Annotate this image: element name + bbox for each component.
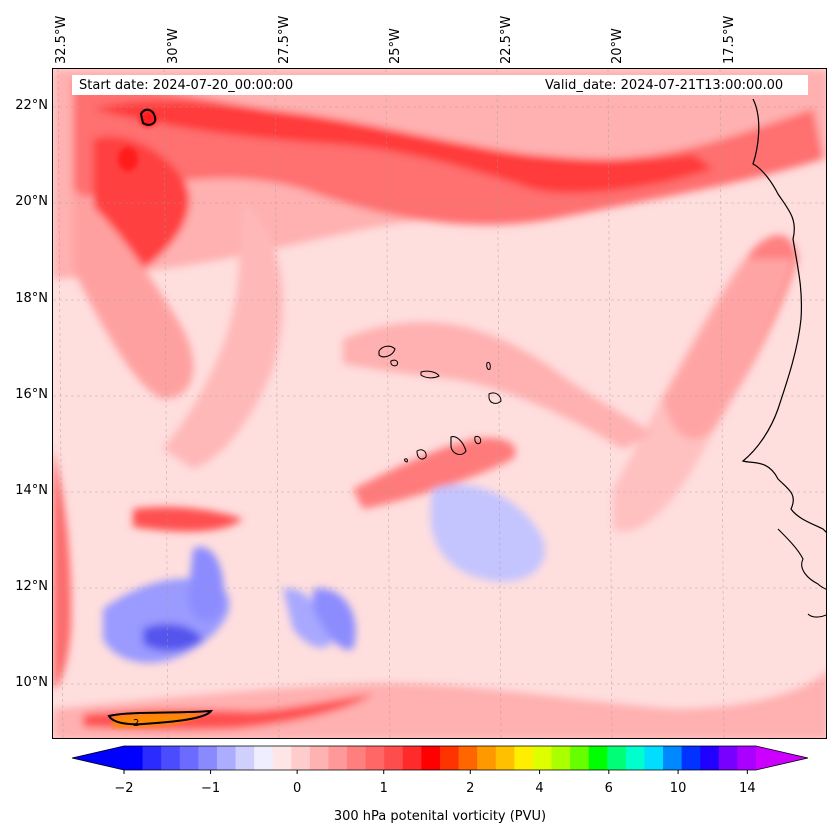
colorbar-segment	[421, 746, 441, 770]
pv-negative-southwest-core	[143, 623, 203, 651]
map-panel: 2	[52, 68, 827, 739]
colorbar-segment	[551, 746, 571, 770]
colorbar-over-arrow	[756, 746, 808, 770]
colorbar-tick-label: 14	[739, 781, 756, 796]
island-sao-vicente	[390, 359, 398, 367]
pv-negative-stripe-3	[313, 588, 356, 650]
lon-label-25w: 25°W	[388, 28, 403, 64]
pv-band-central	[343, 322, 653, 449]
colorbar-segment	[514, 746, 534, 770]
colorbar-segment	[216, 746, 237, 770]
colorbar-segment	[644, 746, 664, 770]
lat-label-22n: 22°N	[15, 98, 48, 113]
lat-label-18n: 18°N	[15, 291, 48, 306]
colorbar-under-arrow	[72, 746, 124, 770]
colorbar-segment	[291, 746, 311, 770]
pv-band-mid-left	[163, 199, 283, 469]
colorbar-tick-label: 4	[535, 781, 544, 796]
colorbar-tick-label: −2	[114, 781, 134, 796]
lon-label-27-5w: 27.5°W	[277, 15, 292, 64]
colorbar-segment	[458, 746, 478, 770]
contour-2pvu-south	[107, 709, 214, 726]
colorbar-segment	[309, 746, 329, 770]
lat-label-16n: 16°N	[15, 387, 48, 402]
pv-band-left-tail	[73, 189, 194, 399]
pv-negative-stripe-2	[283, 588, 333, 648]
pv-negative-center	[430, 484, 545, 582]
lon-label-22-5w: 22.5°W	[499, 15, 514, 64]
colorbar-segment	[402, 746, 422, 770]
colorbar-segment	[384, 746, 404, 770]
west-africa-coast-detail	[777, 528, 826, 618]
island-sao-nicolau	[420, 370, 440, 379]
colorbar-segment	[495, 746, 515, 770]
start-date-text: Start date: 2024-07-20_00:00:00	[79, 78, 294, 93]
colorbar-segment	[272, 746, 292, 770]
lon-label-20w: 20°W	[610, 28, 625, 64]
island-brava	[404, 458, 408, 463]
pv-band-north-strong	[93, 101, 713, 193]
colorbar-segment	[532, 746, 553, 770]
pv-negative-stripe-1	[188, 547, 224, 622]
pv-band-left-edge	[53, 449, 72, 689]
island-maio	[474, 436, 482, 445]
colorbar-tick-label: 2	[466, 781, 475, 796]
colorbar	[71, 745, 809, 774]
colorbar-segment	[142, 746, 162, 770]
lon-label-30w: 30°W	[166, 28, 181, 64]
lat-label-14n: 14°N	[15, 483, 48, 498]
colorbar-segment	[477, 746, 497, 770]
pv-band-west-mid	[133, 507, 243, 532]
colorbar-segment	[365, 746, 385, 770]
colorbar-tick-label: 0	[293, 781, 302, 796]
colorbar-segment	[161, 746, 181, 770]
colorbar-segment	[124, 746, 144, 770]
colorbar-segment	[718, 746, 738, 770]
colorbar-segment	[700, 746, 720, 770]
contour-label: 2	[133, 718, 139, 729]
colorbar-segment	[681, 746, 701, 770]
colorbar-segment	[328, 746, 348, 770]
contour-2pvu-north	[139, 108, 157, 126]
colorbar-segment	[254, 746, 274, 770]
lon-label-32-5w: 32.5°W	[54, 15, 69, 64]
africa-coastline	[741, 98, 826, 533]
gridlines	[53, 69, 826, 738]
colorbar-segment	[347, 746, 367, 770]
colorbar-segment	[570, 746, 590, 770]
colorbar-segment	[625, 746, 645, 770]
island-santiago	[450, 436, 467, 456]
lat-label-20n: 20°N	[15, 194, 48, 209]
pv-band-east-diagonal-outer	[613, 259, 793, 532]
lat-label-12n: 12°N	[15, 579, 48, 594]
colorbar-tick-label: −1	[200, 781, 221, 796]
island-sal	[486, 361, 491, 370]
pv-map: 2	[53, 69, 826, 738]
colorbar-segment	[588, 746, 608, 770]
colorbar-tick-label: 10	[669, 781, 687, 796]
date-header-box	[72, 75, 808, 95]
valid-date-text: Valid_date: 2024-07-21T13:00:00.00	[545, 78, 784, 93]
colorbar-tick-label: 1	[379, 781, 388, 796]
lat-label-10n: 10°N	[15, 675, 48, 690]
colorbar-tick-label: 6	[604, 781, 613, 796]
island-santo-antao	[378, 345, 396, 358]
lon-label-17-5w: 17.5°W	[722, 15, 737, 64]
pv-spot-west	[118, 147, 138, 171]
colorbar-segment	[663, 746, 683, 770]
island-fogo	[416, 449, 427, 460]
colorbar-segment	[198, 746, 218, 770]
colorbar-segment	[737, 746, 757, 770]
colorbar-label: 300 hPa potenital vorticity (PVU)	[333, 809, 547, 824]
colorbar-segment	[179, 746, 199, 770]
colorbar-segment	[235, 746, 255, 770]
island-boa-vista	[488, 392, 502, 404]
pv-band-central-core	[353, 437, 516, 509]
colorbar-segment	[607, 746, 627, 770]
colorbar-segment	[440, 746, 460, 770]
